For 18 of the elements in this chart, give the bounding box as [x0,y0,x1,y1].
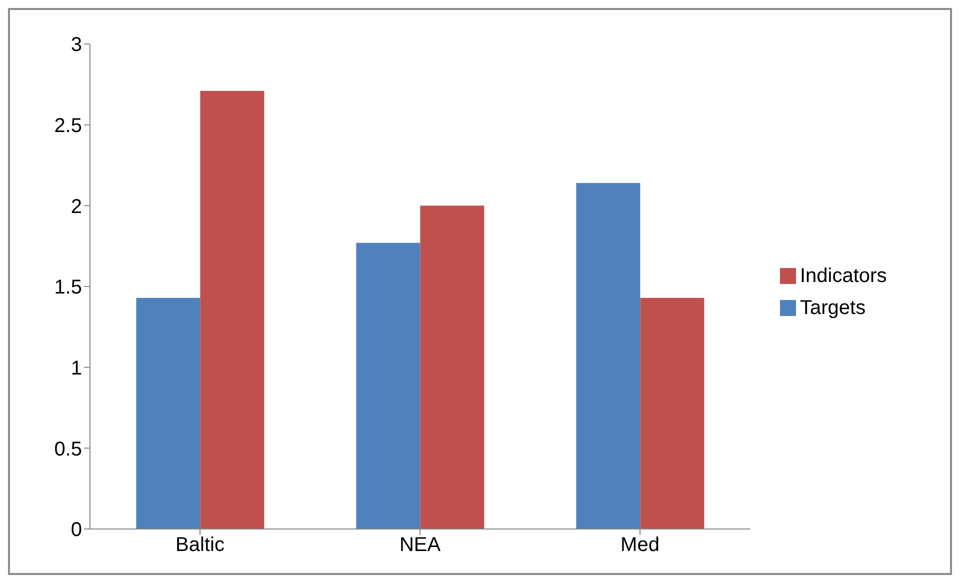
y-tick-label: 2 [70,196,82,218]
x-tick-label: Med [620,534,660,556]
bar [356,242,420,529]
x-tick-label: NEA [399,534,442,556]
legend-label: Targets [800,296,866,318]
y-tick-label: 2.5 [54,114,82,137]
y-tick-label: 1 [70,357,82,380]
y-tick-label: 1.5 [54,276,82,299]
legend-label: Indicators [800,264,887,286]
x-tick-label: Baltic [176,534,224,556]
y-tick-label: 0 [70,519,82,542]
y-tick-label: 3 [70,34,82,56]
bar [640,298,704,529]
bar [420,206,484,529]
bar [576,183,640,529]
y-tick-label: 0.5 [54,438,82,460]
bar [136,298,200,529]
bar [200,90,264,529]
